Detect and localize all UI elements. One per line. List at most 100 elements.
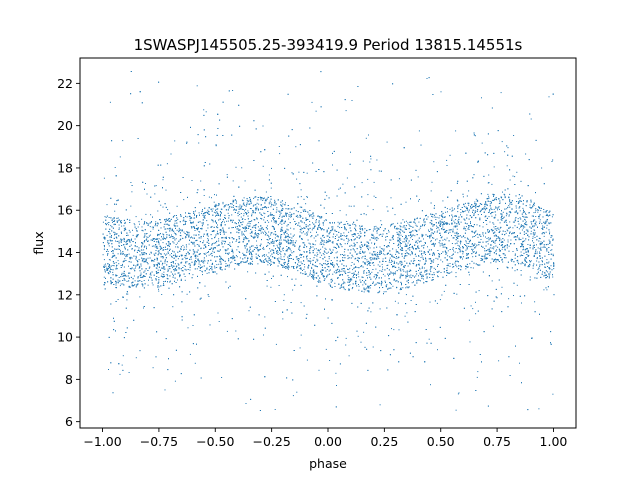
data-points <box>102 71 555 411</box>
data-point <box>119 245 120 247</box>
data-point <box>103 264 105 266</box>
data-point <box>170 220 171 222</box>
data-point <box>162 257 164 259</box>
data-point <box>277 210 279 212</box>
data-point <box>249 199 251 201</box>
data-point <box>489 247 491 249</box>
data-point <box>208 254 210 256</box>
data-point <box>278 239 280 241</box>
data-point <box>198 231 200 233</box>
data-point <box>399 261 401 263</box>
data-point <box>215 256 217 258</box>
data-point <box>203 244 205 246</box>
data-point <box>410 237 412 239</box>
data-point <box>464 202 466 204</box>
data-point <box>529 260 530 262</box>
data-point <box>305 203 307 205</box>
data-point <box>501 258 503 260</box>
data-point <box>536 258 538 260</box>
data-point <box>121 364 123 366</box>
data-point <box>123 228 125 230</box>
data-point <box>378 282 380 284</box>
data-point <box>202 223 204 225</box>
data-point <box>377 238 379 240</box>
data-point <box>283 299 285 301</box>
data-point <box>516 236 518 238</box>
data-point <box>196 85 198 87</box>
data-point <box>281 221 283 222</box>
data-point <box>264 230 266 232</box>
data-point <box>164 262 166 264</box>
data-point <box>217 256 219 258</box>
data-point <box>399 269 401 271</box>
data-point <box>139 296 141 298</box>
data-point <box>114 167 116 168</box>
data-point <box>551 216 553 218</box>
data-point <box>534 253 536 255</box>
data-point <box>335 252 337 254</box>
data-point <box>536 244 537 246</box>
data-point <box>452 247 454 248</box>
data-point <box>140 274 142 276</box>
data-point <box>119 373 121 375</box>
data-point <box>330 260 332 261</box>
data-point <box>543 246 545 248</box>
data-point <box>119 280 121 282</box>
data-point <box>344 272 346 274</box>
data-point <box>282 318 284 320</box>
data-point <box>522 225 524 226</box>
data-point <box>268 215 270 217</box>
data-point <box>349 280 351 282</box>
data-point <box>144 245 146 247</box>
data-point <box>141 218 143 220</box>
data-point <box>180 235 182 237</box>
data-point <box>500 219 502 221</box>
data-point <box>243 197 245 199</box>
data-point <box>332 273 334 275</box>
data-point <box>130 182 132 183</box>
data-point <box>525 221 527 223</box>
data-point <box>358 289 360 291</box>
data-point <box>368 134 369 136</box>
data-point <box>506 229 508 231</box>
data-point <box>473 251 475 253</box>
data-point <box>265 232 267 233</box>
data-point <box>254 235 256 237</box>
data-point <box>180 229 182 231</box>
data-point <box>185 236 187 238</box>
data-point <box>310 270 311 272</box>
data-point <box>298 247 300 249</box>
data-point <box>472 308 474 310</box>
data-point <box>431 181 433 183</box>
data-point <box>406 238 408 240</box>
data-point <box>372 230 374 232</box>
data-point <box>456 233 458 235</box>
data-point <box>217 230 218 232</box>
data-point <box>465 244 466 246</box>
data-point <box>252 226 254 228</box>
data-point <box>300 257 302 258</box>
data-point <box>338 223 340 225</box>
data-point <box>546 224 548 226</box>
data-point <box>527 249 529 251</box>
data-point <box>441 253 442 254</box>
data-point <box>207 209 209 211</box>
data-point <box>254 196 256 198</box>
data-point <box>265 191 267 193</box>
data-point <box>307 275 309 277</box>
data-point <box>516 171 518 173</box>
data-point <box>173 215 174 217</box>
data-point <box>501 286 503 288</box>
data-point <box>430 241 432 243</box>
data-point <box>453 250 454 252</box>
data-point <box>467 238 469 240</box>
data-point <box>245 208 247 210</box>
data-point <box>269 200 271 202</box>
data-point <box>400 268 402 270</box>
data-point <box>289 236 291 238</box>
data-point <box>315 222 317 224</box>
data-point <box>440 221 442 223</box>
data-point <box>533 242 535 244</box>
data-point <box>468 190 470 192</box>
data-point <box>251 213 253 215</box>
